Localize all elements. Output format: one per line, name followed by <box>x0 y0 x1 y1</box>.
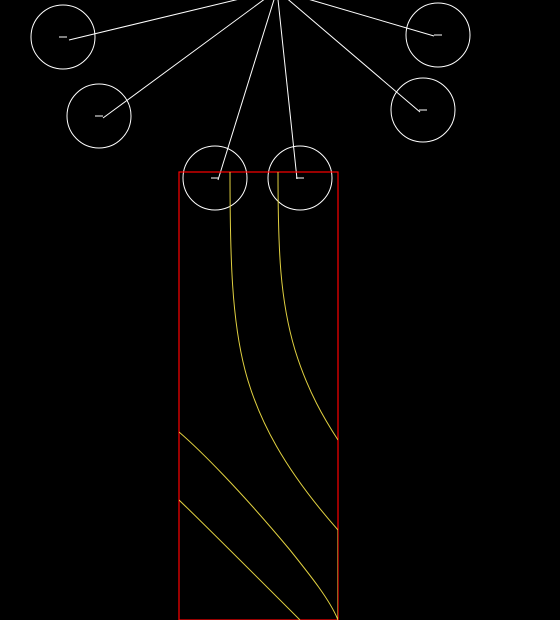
curve-path-2 <box>179 432 338 620</box>
radial-line-2 <box>103 0 277 118</box>
technical-diagram <box>0 0 560 620</box>
radial-line-5 <box>277 0 297 179</box>
bounding-rectangle <box>179 172 338 620</box>
radial-line-0 <box>69 0 277 40</box>
curve-path-0 <box>230 172 338 620</box>
curve-path-1 <box>278 172 338 440</box>
curve-group <box>179 172 338 620</box>
curve-path-3 <box>179 500 300 620</box>
radial-line-3 <box>277 0 420 112</box>
